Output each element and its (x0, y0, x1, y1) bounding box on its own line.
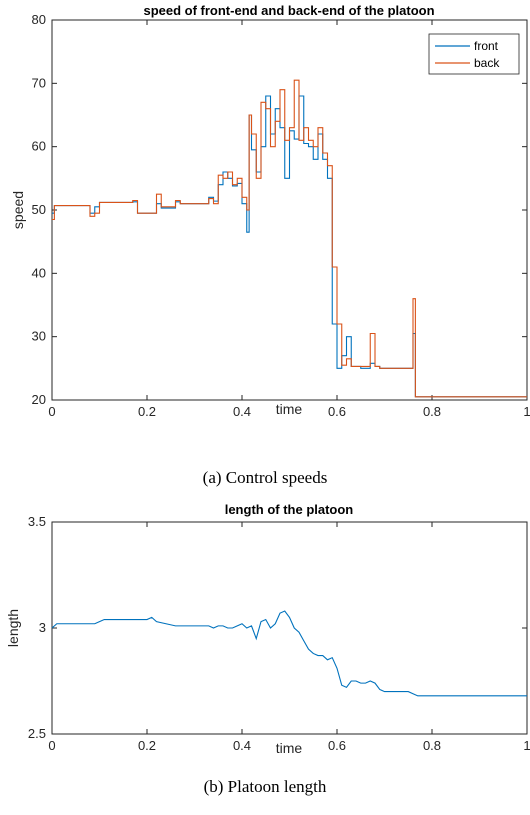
length-plot-area (51, 521, 528, 735)
speed-y-tick-label: 50 (32, 202, 46, 217)
speed-plot-area (51, 19, 528, 401)
length-x-tick-label: 0.2 (138, 738, 156, 753)
length-series-line (51, 610, 527, 697)
speed-x-tick-label: 0 (48, 404, 55, 419)
length-x-tick-label: 0.6 (328, 738, 346, 753)
speed-y-ticks: 20 30 40 50 60 70 80 (32, 12, 527, 407)
legend-box (428, 33, 520, 75)
caption-b: (b) Platoon length (203, 777, 327, 796)
length-series-length-line (51, 610, 527, 697)
length-y-tick-label: 3.5 (28, 514, 46, 529)
length-x-axis-label: time (276, 740, 303, 756)
length-x-tick-label: 0 (48, 738, 55, 753)
length-y-tick-label: 2.5 (28, 726, 46, 741)
speed-series-back-line (52, 79, 527, 398)
speed-x-ticks: 0 0.2 0.4 0.6 0.8 1 (48, 20, 530, 419)
length-y-axis-label: length (5, 609, 21, 647)
length-chart-title: length of the platoon (225, 502, 354, 517)
speed-y-tick-label: 60 (32, 139, 46, 154)
speed-legend: front back (428, 33, 520, 75)
speed-x-tick-label: 0.2 (138, 404, 156, 419)
speed-chart-title: speed of front-end and back-end of the p… (143, 3, 434, 18)
caption-a: (a) Control speeds (202, 468, 328, 487)
speed-y-tick-label: 20 (32, 392, 46, 407)
length-x-tick-label: 0.4 (233, 738, 251, 753)
speed-x-tick-label: 0.6 (328, 404, 346, 419)
length-y-ticks: 2.5 3 3.5 (28, 514, 527, 741)
legend-front-label: front (474, 39, 499, 53)
length-chart: length of the platoon 0 0.2 0.4 0.6 0.8 1 2.5… (5, 502, 530, 756)
speed-series-lines (52, 79, 527, 398)
length-x-tick-label: 1 (523, 738, 530, 753)
speed-x-tick-label: 1 (523, 404, 530, 419)
speed-x-axis-label: time (276, 401, 303, 417)
length-x-ticks: 0 0.2 0.4 0.6 0.8 1 (48, 522, 530, 753)
speed-y-tick-label: 40 (32, 265, 46, 280)
speed-y-tick-label: 70 (32, 75, 46, 90)
speed-x-tick-label: 0.4 (233, 404, 251, 419)
legend-back-label: back (474, 56, 500, 70)
length-y-tick-label: 3 (39, 620, 46, 635)
speed-y-tick-label: 80 (32, 12, 46, 27)
speed-chart: speed of front-end and back-end of the p… (10, 3, 530, 419)
speed-y-tick-label: 30 (32, 329, 46, 344)
length-x-tick-label: 0.8 (423, 738, 441, 753)
speed-x-tick-label: 0.8 (423, 404, 441, 419)
speed-y-axis-label: speed (10, 191, 26, 229)
